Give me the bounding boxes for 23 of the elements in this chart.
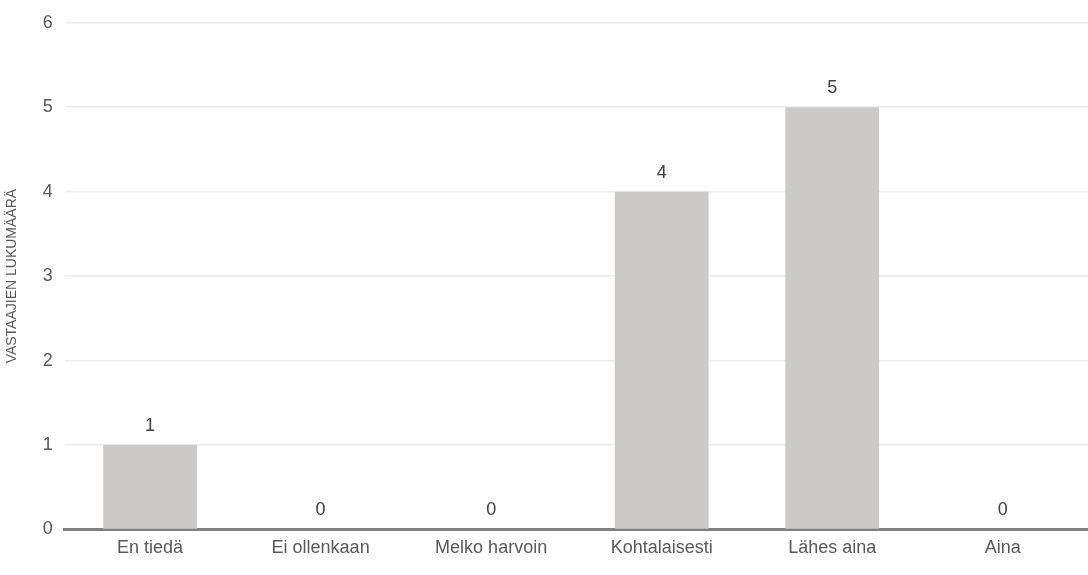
y-tick-label: 5 [42, 96, 53, 117]
x-tick-label: Kohtalaisesti [610, 537, 713, 558]
x-tick-label: Melko harvoin [435, 537, 548, 558]
data-label: 0 [315, 499, 326, 520]
bar [614, 191, 709, 529]
data-label: 4 [656, 161, 667, 182]
y-tick-label: 3 [42, 265, 53, 286]
data-label: 0 [486, 499, 497, 520]
x-tick-label: Ei ollenkaan [271, 537, 370, 558]
x-tick-label: Lähes aina [788, 537, 878, 558]
y-tick-label: 2 [42, 349, 53, 370]
x-tick-label: Aina [984, 537, 1022, 558]
y-tick-label: 6 [42, 11, 53, 32]
bar [103, 444, 197, 529]
y-axis-title: VASTAAJIEN LUKUMÄÄRÄ [3, 188, 20, 364]
data-label: 1 [145, 414, 156, 435]
data-label: 5 [827, 77, 838, 98]
y-tick-label: 1 [42, 433, 53, 454]
bar [785, 107, 880, 529]
x-tick-label: En tiedä [117, 537, 185, 558]
y-tick-label: 4 [42, 180, 53, 201]
data-label: 0 [997, 499, 1008, 520]
y-tick-label: 0 [42, 518, 53, 539]
